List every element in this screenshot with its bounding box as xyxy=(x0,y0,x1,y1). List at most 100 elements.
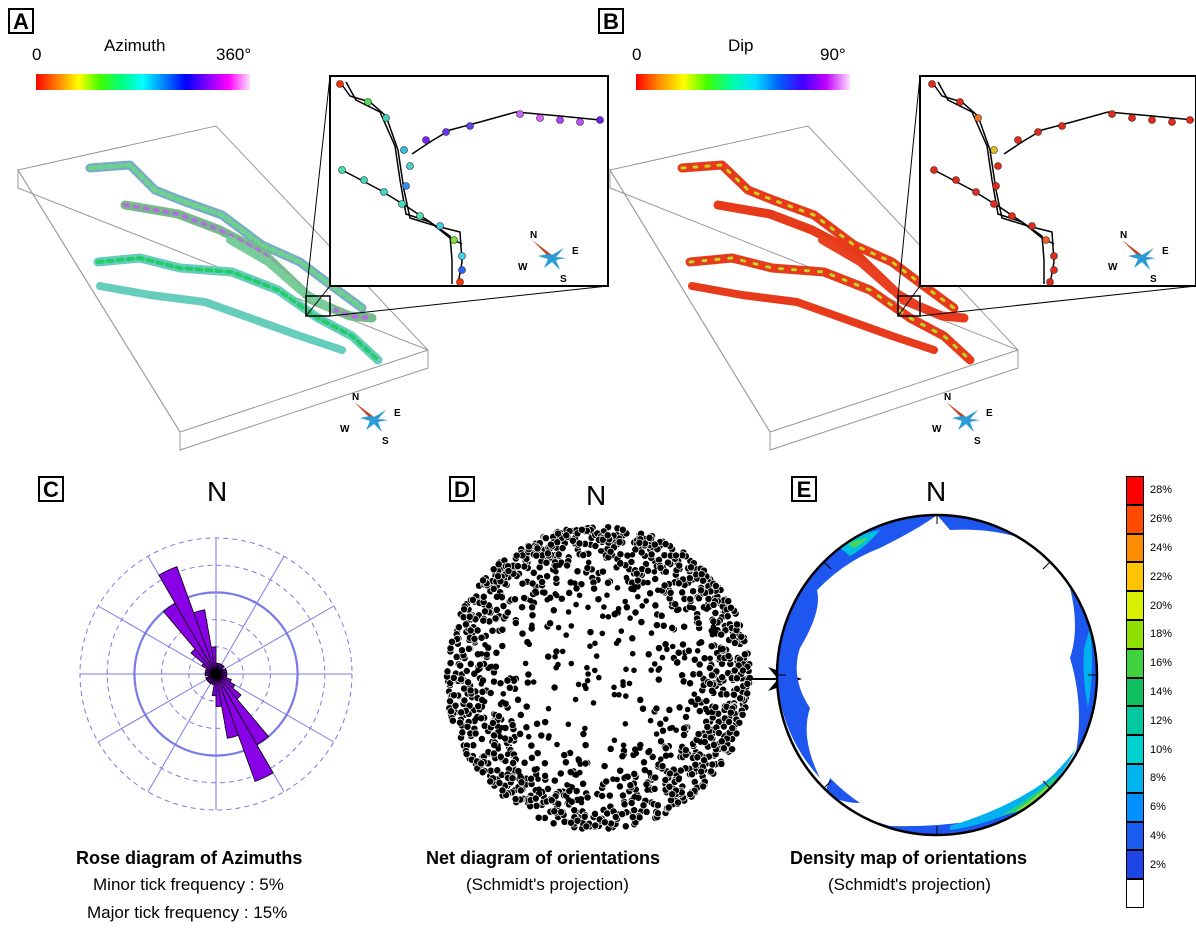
net-point xyxy=(462,750,471,758)
panel-a-3d-view xyxy=(17,75,609,451)
net-point xyxy=(543,572,552,581)
net-point xyxy=(697,586,705,595)
net-point xyxy=(688,770,696,779)
rose-bar xyxy=(158,566,217,675)
net-point xyxy=(478,651,485,657)
net-point xyxy=(659,621,668,630)
net-point xyxy=(606,744,615,753)
net-point xyxy=(573,601,579,608)
net-point xyxy=(598,567,607,576)
net-point xyxy=(639,603,645,609)
net-point xyxy=(511,595,519,604)
net-point xyxy=(560,751,569,760)
net-point xyxy=(565,721,572,728)
net-point xyxy=(479,592,488,601)
net-point xyxy=(725,717,733,726)
net-point xyxy=(522,723,531,732)
net-point xyxy=(573,567,582,576)
net-point xyxy=(486,777,495,786)
net-point xyxy=(735,718,744,727)
net-point xyxy=(738,710,747,719)
net-point xyxy=(668,623,677,632)
net-point xyxy=(527,597,534,604)
net-point xyxy=(696,640,702,647)
net-point xyxy=(556,769,565,778)
net-point xyxy=(711,581,720,590)
net-point xyxy=(457,708,466,717)
net-point xyxy=(508,774,517,783)
net-point xyxy=(476,660,484,669)
net-point xyxy=(665,705,674,714)
net-point xyxy=(579,779,588,788)
net-point xyxy=(584,677,591,684)
net-point xyxy=(550,807,559,816)
net-point xyxy=(473,715,479,722)
net-point xyxy=(637,745,643,751)
legend-label: 14% xyxy=(1150,686,1173,698)
net-point xyxy=(554,550,563,559)
net-point xyxy=(655,644,663,653)
net-point xyxy=(493,766,502,775)
net-point xyxy=(482,642,488,648)
net-point xyxy=(656,665,663,672)
compass-icon xyxy=(1122,240,1156,270)
net-point xyxy=(545,705,552,712)
rose-spoke xyxy=(215,555,285,675)
net-point xyxy=(668,752,674,758)
net-point xyxy=(575,539,584,548)
net-point xyxy=(666,588,675,597)
net-point xyxy=(464,678,473,687)
net-point xyxy=(586,628,595,637)
net-point xyxy=(598,792,607,800)
net-point xyxy=(547,796,556,805)
legend-label: 18% xyxy=(1150,628,1173,641)
net-point xyxy=(707,655,713,662)
net-point xyxy=(700,654,709,663)
net-point xyxy=(616,550,625,559)
net-point xyxy=(533,544,542,553)
net-point xyxy=(582,725,588,732)
net-point xyxy=(585,604,591,611)
azimuth-colorbar xyxy=(36,74,250,90)
compass-b-inset-w: W xyxy=(1108,262,1118,273)
net-point xyxy=(661,540,670,549)
net-point xyxy=(643,598,649,604)
net-point xyxy=(623,773,630,780)
net-point xyxy=(546,619,555,628)
net-point xyxy=(522,660,529,667)
net-point xyxy=(491,614,500,623)
net-point xyxy=(599,613,606,619)
legend-swatch xyxy=(1126,677,1144,707)
net-point xyxy=(604,592,610,598)
net-point xyxy=(653,801,662,810)
net-point xyxy=(526,641,533,648)
net-point xyxy=(743,689,752,698)
net-point xyxy=(460,605,469,614)
net-point xyxy=(635,813,644,822)
compass-b-s: S xyxy=(974,436,981,447)
compass-b-w: W xyxy=(932,424,942,435)
net-point xyxy=(524,670,533,679)
net-point xyxy=(533,719,542,728)
legend-swatch xyxy=(1126,591,1144,620)
net-point xyxy=(463,722,472,731)
net-point xyxy=(568,536,577,545)
net-point xyxy=(471,729,480,738)
legend-swatch xyxy=(1126,533,1144,563)
rose-caption-minor: Minor tick frequency : 5% xyxy=(93,875,284,894)
net-point xyxy=(633,576,642,585)
net-point xyxy=(546,540,555,549)
net-point xyxy=(738,666,747,675)
net-point xyxy=(707,671,716,680)
net-point xyxy=(527,741,536,750)
net-point xyxy=(558,544,567,553)
net-point xyxy=(674,648,683,657)
net-point xyxy=(705,664,714,672)
net-point xyxy=(579,730,588,738)
panel-c-letter: C xyxy=(38,476,64,502)
net-point xyxy=(490,731,498,740)
compass-b-inset-s: S xyxy=(1150,274,1157,285)
net-point xyxy=(565,796,572,803)
net-point xyxy=(717,630,726,639)
net-point xyxy=(582,822,591,831)
